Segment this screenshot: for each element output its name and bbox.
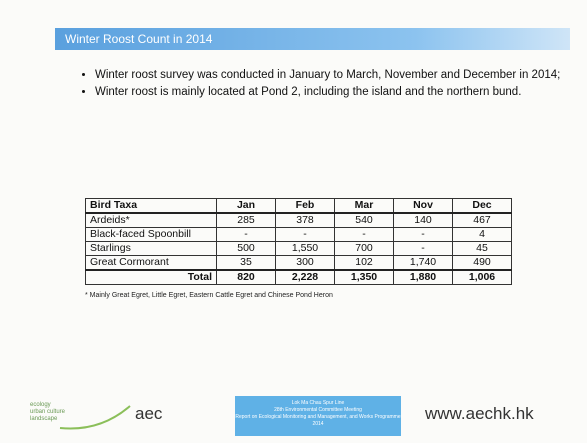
column-header: Nov xyxy=(393,198,453,214)
table-cell: 300 xyxy=(275,255,335,271)
table-row: Ardeids* 285 378 540 140 467 xyxy=(85,212,512,228)
table-row: Starlings 500 1,550 700-45 xyxy=(85,241,512,256)
data-table: Bird Taxa Jan Feb Mar Nov Dec Ardeids* 285 378 54… xyxy=(85,198,512,285)
table-cell: 35 xyxy=(216,255,276,271)
table-cell: 102 xyxy=(334,255,394,271)
table-cell: 540 xyxy=(334,212,394,228)
table-cell: 490 xyxy=(452,255,512,271)
table-cell: Black-faced Spoonbill xyxy=(85,227,217,242)
website: www.aechk.hk xyxy=(425,404,534,423)
table-cell: 1,006 xyxy=(452,269,512,285)
table-cell: 1,880 xyxy=(393,269,453,285)
meeting-box: Lok Ma Chau Spur Line 28th Environmental … xyxy=(235,396,401,436)
table-cell: Great Cormorant xyxy=(85,255,217,271)
table-cell: 45 xyxy=(452,241,512,256)
meeting-line: Lok Ma Chau Spur Line xyxy=(291,400,345,406)
column-header: Bird Taxa xyxy=(85,198,217,214)
column-header: Feb xyxy=(275,198,335,214)
footnote: * Mainly Great Egret, Little Egret, East… xyxy=(85,292,333,299)
table-cell: 140 xyxy=(393,212,453,228)
table-row: Total 820 2,228 1,350 1,880 1,006 xyxy=(85,269,512,285)
table-cell: - xyxy=(216,227,276,242)
table-cell: 2,228 xyxy=(275,269,335,285)
table-cell: 1,740 xyxy=(393,255,453,271)
table-cell: - xyxy=(334,227,394,242)
table-cell: - xyxy=(393,227,453,242)
table-cell: Starlings xyxy=(85,241,217,256)
table-cell: 285 xyxy=(216,212,276,228)
column-header: Jan xyxy=(216,198,276,214)
column-header: Dec xyxy=(452,198,512,214)
logo: ecology urban culture landscape aec xyxy=(30,398,180,434)
table-cell: 1,550 xyxy=(275,241,335,256)
table-row: Black-faced Spoonbill - - - -4 xyxy=(85,227,512,242)
table-cell: 4 xyxy=(452,227,512,242)
logo-line: ecology xyxy=(30,402,51,408)
logo-swoosh xyxy=(59,405,131,430)
bullet: Winter roost is mainly located at Pond 2… xyxy=(95,85,565,100)
column-header: Mar xyxy=(334,198,394,214)
title-bar: Winter Roost Count in 2014 xyxy=(55,28,570,50)
table-cell: 700 xyxy=(334,241,394,256)
table-cell: - xyxy=(393,241,453,256)
table-cell: 1,350 xyxy=(334,269,394,285)
table-cell: 820 xyxy=(216,269,276,285)
table-cell: - xyxy=(275,227,335,242)
table-cell: Total xyxy=(85,269,217,285)
header-row: Bird Taxa Jan Feb Mar Nov Dec xyxy=(85,198,512,214)
meeting-line: Report on Ecological Monitoring and Mana… xyxy=(235,414,401,427)
table-cell: 467 xyxy=(452,212,512,228)
table-cell: 500 xyxy=(216,241,276,256)
table-cell: Ardeids* xyxy=(85,212,217,228)
logo-text: ecology urban culture landscape xyxy=(30,402,65,423)
meeting-line: 28th Environmental Committee Meeting xyxy=(274,407,362,413)
bullet: Winter roost survey was conducted in Jan… xyxy=(95,68,565,83)
logo-line: urban culture xyxy=(30,409,66,415)
bullet-list: Winter roost survey was conducted in Jan… xyxy=(75,68,565,102)
logo-line: landscape xyxy=(30,416,58,422)
table-cell: 378 xyxy=(275,212,335,228)
logo-name: aec xyxy=(135,404,163,423)
table-row: Great Cormorant 35 300 102 1,740 490 xyxy=(85,255,512,271)
